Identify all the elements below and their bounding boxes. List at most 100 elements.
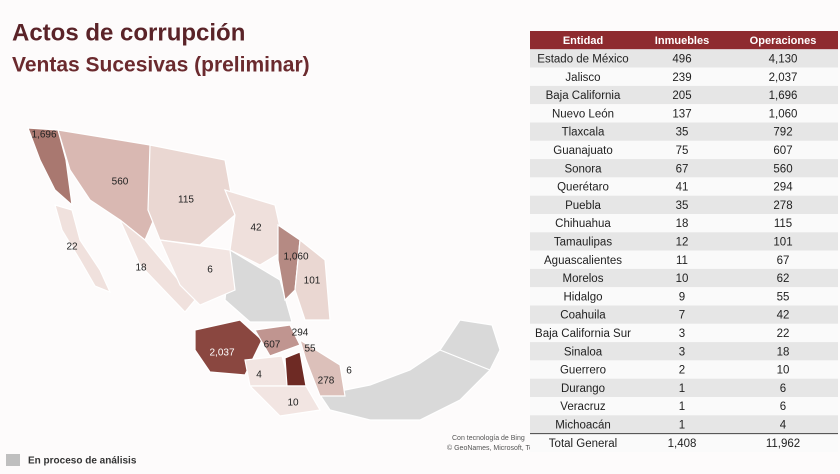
table-row <box>530 287 838 306</box>
map-label: 22 <box>66 242 78 253</box>
table-cell: 9 <box>679 291 685 303</box>
map-label: 294 <box>292 328 309 339</box>
table-row <box>530 360 838 379</box>
table-row <box>530 104 838 123</box>
table-cell: 1 <box>679 419 685 431</box>
table-row <box>530 159 838 178</box>
table-row <box>530 67 838 86</box>
table-cell: Estado de México <box>537 53 628 65</box>
table-cell: Aguascalientes <box>544 255 622 267</box>
table-cell: Tlaxcala <box>562 127 605 139</box>
table-row <box>530 342 838 361</box>
table-row <box>530 195 838 214</box>
table-cell: 41 <box>676 182 689 194</box>
map-label: 42 <box>250 223 262 234</box>
table-row <box>530 415 838 434</box>
table-cell: Guanajuato <box>553 145 612 157</box>
table-cell: Sonora <box>564 163 602 175</box>
table-cell: 4 <box>780 419 787 431</box>
attribution: Con tecnología de Bing <box>452 435 525 442</box>
table-cell: 11 <box>676 255 688 267</box>
map-label: 6 <box>207 265 213 276</box>
table-cell: 115 <box>774 218 792 230</box>
table-row <box>530 433 838 452</box>
table-cell: 35 <box>676 200 689 212</box>
table-cell: 294 <box>773 182 793 194</box>
map-label: 6 <box>346 366 352 377</box>
table-row <box>530 250 838 269</box>
table-cell: Morelos <box>563 273 604 285</box>
column-header: Entidad <box>563 35 603 47</box>
table-header <box>530 31 838 50</box>
table-cell: Querétaro <box>557 182 609 194</box>
table-cell: Veracruz <box>560 401 606 413</box>
table-row <box>530 177 838 196</box>
table-row <box>530 140 838 160</box>
map-label: 101 <box>304 276 321 287</box>
table-cell: 3 <box>679 346 685 358</box>
table-row <box>530 214 838 233</box>
table-cell: 205 <box>672 90 691 102</box>
table-row <box>530 305 838 324</box>
table-cell: Tamaulipas <box>554 236 612 248</box>
table-cell: 22 <box>777 328 790 340</box>
map-label: 18 <box>135 263 147 274</box>
table-row <box>530 397 838 416</box>
table-cell: 67 <box>777 255 790 267</box>
table-row <box>530 232 838 251</box>
table-row <box>530 85 838 105</box>
state <box>248 385 321 417</box>
table-cell: Guerrero <box>560 365 606 377</box>
state <box>223 189 286 266</box>
table-cell: Baja California Sur <box>535 328 631 340</box>
table-cell: 35 <box>676 127 689 139</box>
table-cell: 67 <box>676 163 689 175</box>
table-cell: Puebla <box>565 200 601 212</box>
table-cell: 278 <box>773 200 792 212</box>
attribution: © GeoNames, Microsoft, TomTom <box>447 444 552 452</box>
state <box>147 144 236 246</box>
table-cell: 55 <box>777 291 790 303</box>
title: Actos de corrupción <box>12 19 245 46</box>
table-cell: 2,037 <box>769 72 798 84</box>
map-label: 2,037 <box>209 348 234 359</box>
state <box>159 239 236 306</box>
table-cell: Baja California <box>546 90 621 102</box>
map-label: 115 <box>178 195 194 206</box>
table-cell: 7 <box>679 310 685 322</box>
table-cell: 10 <box>676 273 689 285</box>
table-cell: Total General <box>549 438 617 450</box>
table-cell: Nuevo León <box>552 108 614 120</box>
table-cell: 3 <box>679 328 685 340</box>
table-cell: 101 <box>773 236 792 248</box>
table-cell: 10 <box>777 365 790 377</box>
state <box>54 204 112 294</box>
table-cell: Jalisco <box>565 72 600 84</box>
state <box>298 338 346 397</box>
table-cell: 75 <box>676 145 689 157</box>
table-cell: Hidalgo <box>564 291 603 303</box>
table-cell: 18 <box>676 218 689 230</box>
column-header: Inmuebles <box>655 35 709 47</box>
map-label: 607 <box>264 340 281 351</box>
state <box>277 223 301 302</box>
table-cell: 42 <box>777 310 790 322</box>
table-cell: 6 <box>780 383 786 395</box>
table-cell: Durango <box>561 383 605 395</box>
table-cell: 1,060 <box>769 108 798 120</box>
table-row <box>530 49 838 68</box>
table-cell: 137 <box>672 108 691 120</box>
table-cell: Coahuila <box>560 310 606 322</box>
table-cell: 12 <box>676 236 689 248</box>
map-label: 1,696 <box>31 130 56 141</box>
table-cell: 18 <box>777 346 790 358</box>
table-cell: 1 <box>679 383 685 395</box>
table-row <box>530 378 838 397</box>
legend-swatch <box>6 454 20 466</box>
table-cell: 62 <box>777 273 790 285</box>
table-cell: 560 <box>773 163 792 175</box>
table-cell: Chihuahua <box>555 218 611 230</box>
state <box>254 324 301 357</box>
map-label: 55 <box>304 344 316 355</box>
